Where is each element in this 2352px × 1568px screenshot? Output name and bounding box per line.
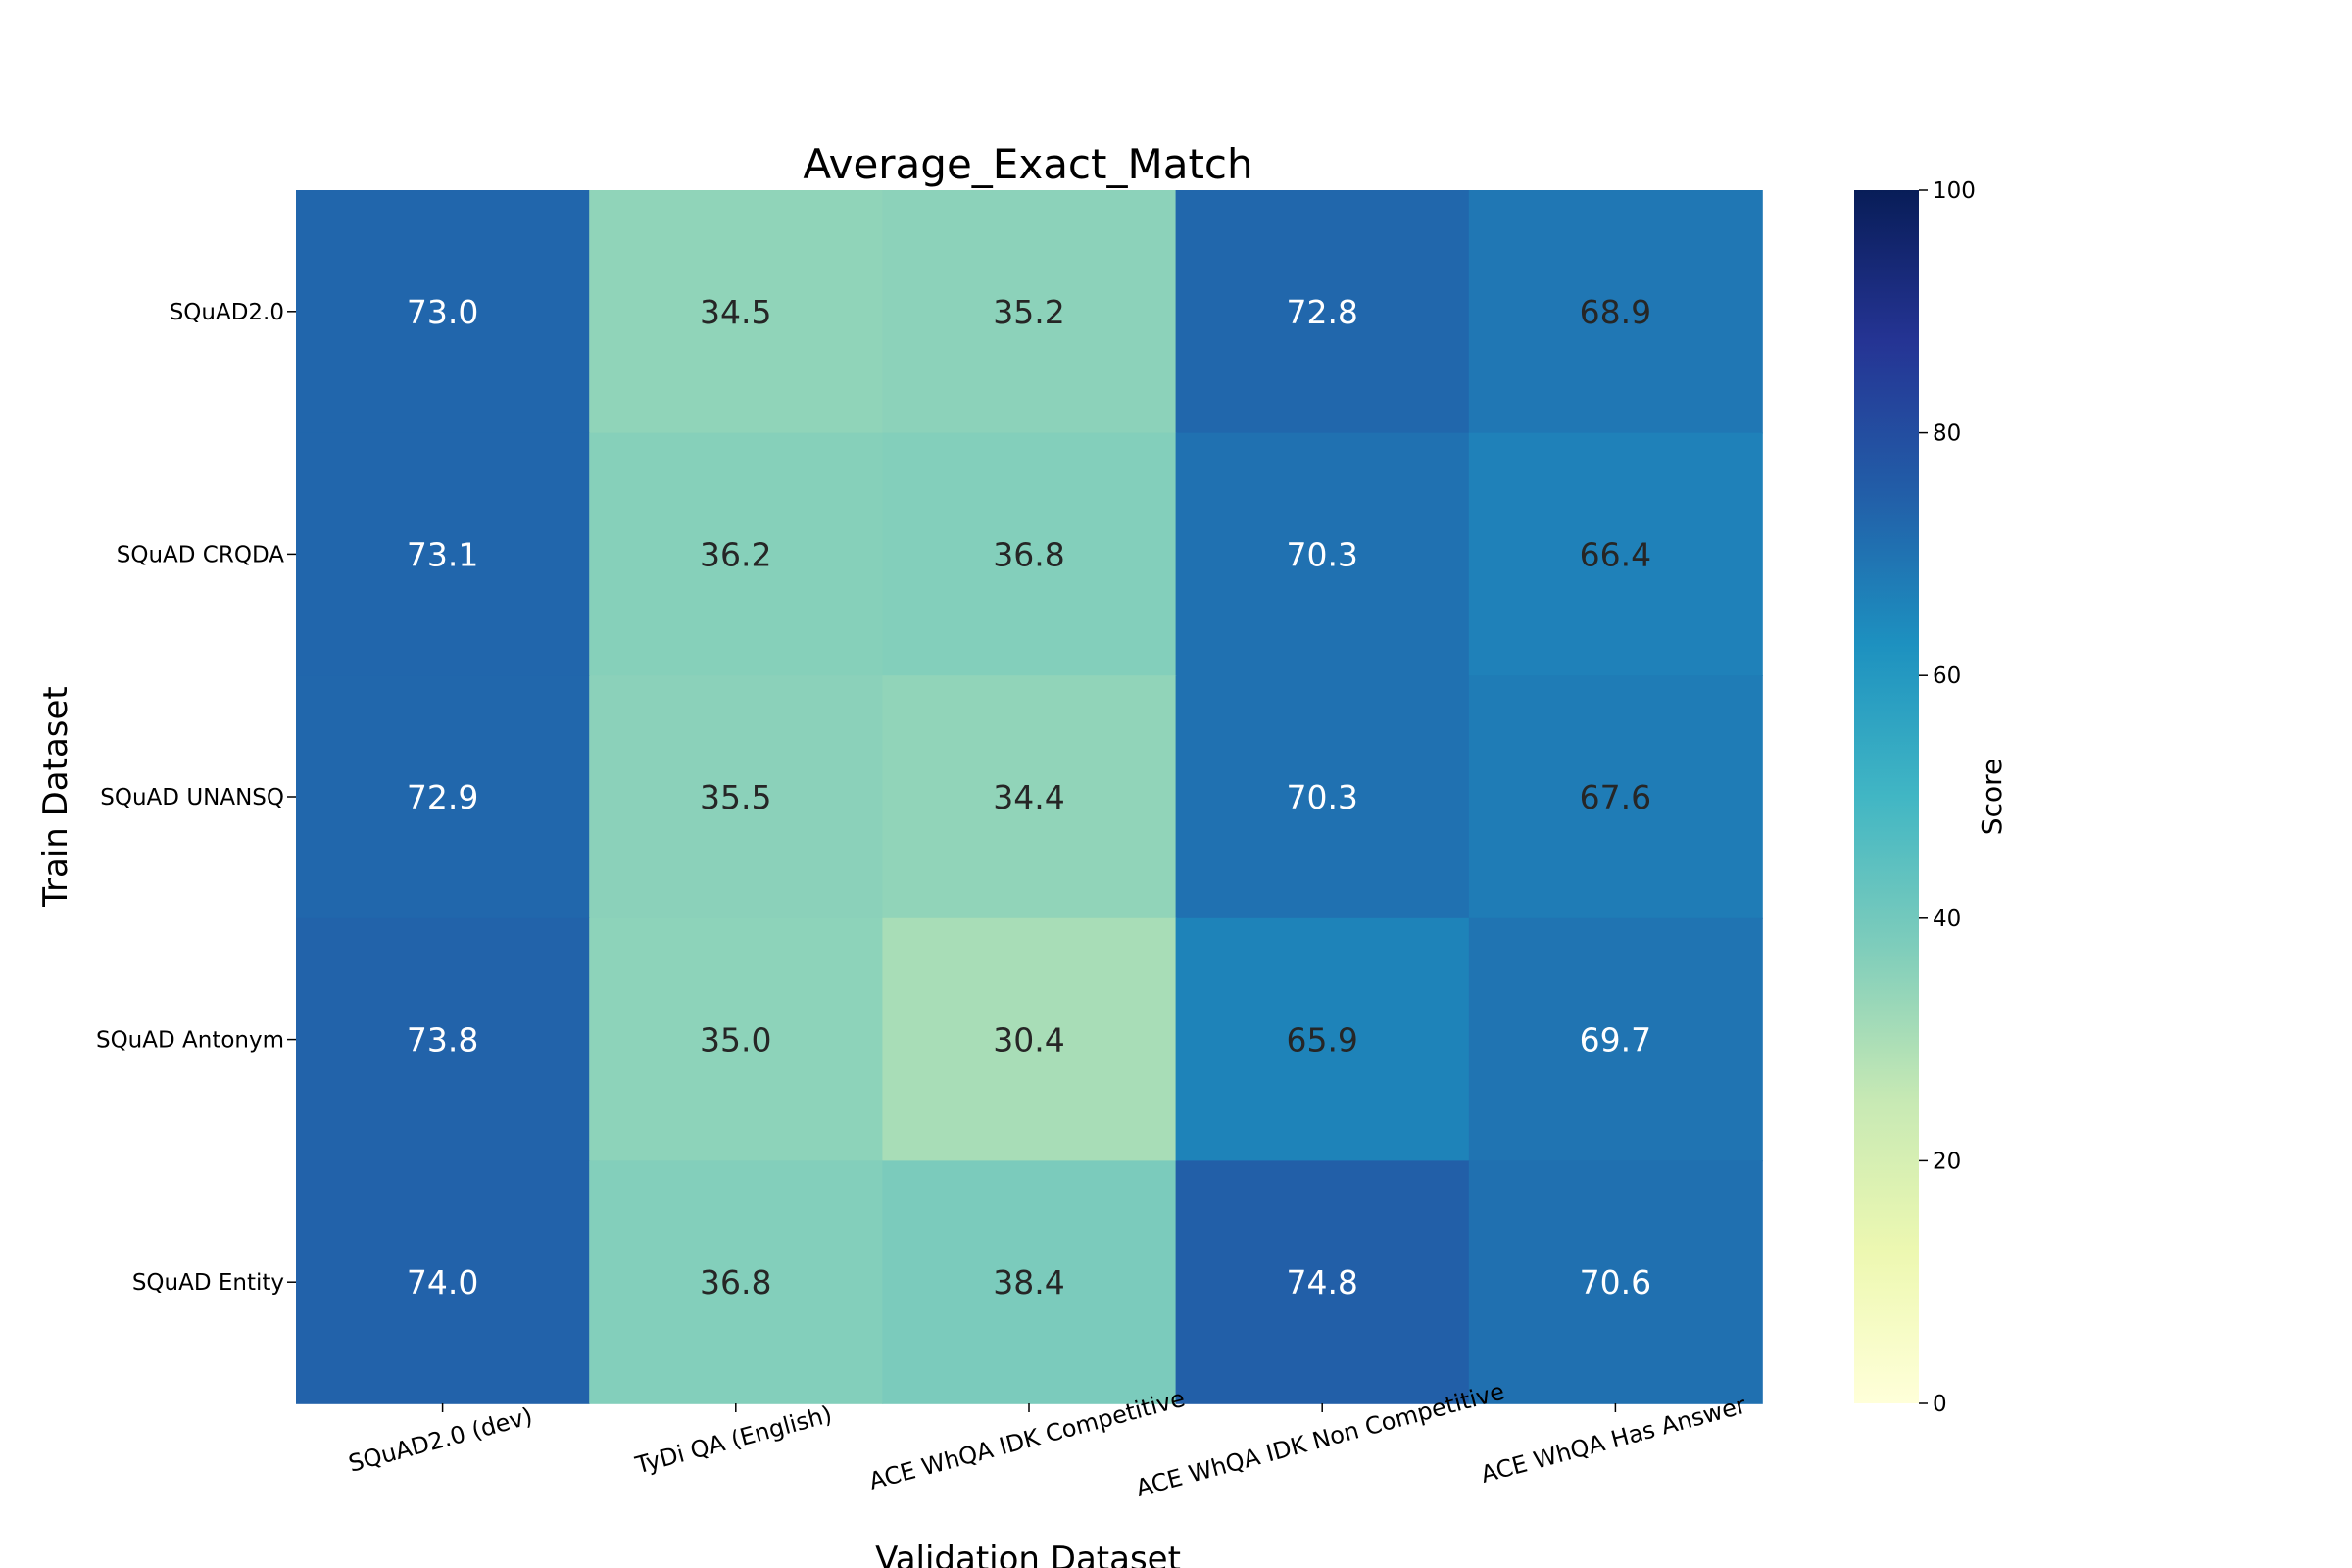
heatmap-cell: [1468, 675, 1763, 919]
cell-value-label: 35.2: [993, 293, 1064, 331]
cell-value-label: 72.9: [407, 778, 478, 816]
cell-value-label: 34.5: [700, 293, 771, 331]
y-axis-ticks: SQuAD2.0 SQuAD CRQDA SQuAD UNANSQ SQuAD Ant…: [96, 300, 296, 1296]
y-tick-label: SQuAD CRQDA: [117, 542, 284, 567]
colorbar-tick-label: 40: [1933, 906, 1961, 932]
heatmap-cell: [882, 432, 1177, 676]
cell-value-label: 36.8: [700, 1263, 771, 1301]
heatmap-cell: [1468, 917, 1763, 1162]
heatmap-cell: [296, 675, 590, 919]
heatmap-cells: [296, 190, 1763, 1404]
heatmap-cell: [882, 917, 1177, 1162]
heatmap-cell: [589, 190, 884, 434]
cell-value-label: 65.9: [1286, 1021, 1357, 1059]
heatmap-cell: [296, 190, 590, 434]
colorbar-tick-label: 80: [1933, 421, 1961, 447]
cell-value-label: 73.1: [407, 535, 478, 573]
y-tick-label: SQuAD UNANSQ: [100, 785, 284, 810]
heatmap-cell: [882, 1160, 1177, 1404]
heatmap-cell: [1468, 1160, 1763, 1404]
cell-value-label: 36.2: [700, 535, 771, 573]
heatmap-cell: [882, 675, 1177, 919]
y-tick-label: SQuAD2.0: [170, 300, 284, 325]
cell-value-label: 73.0: [407, 293, 478, 331]
chart-title: Average_Exact_Match: [803, 140, 1252, 188]
heatmap-cell: [296, 917, 590, 1162]
heatmap-cell: [589, 1160, 884, 1404]
heatmap-cell: [296, 1160, 590, 1404]
y-tick-label: SQuAD Entity: [132, 1270, 284, 1296]
colorbar-tick-label: 60: [1933, 663, 1961, 689]
x-tick-label: TyDi QA (English): [632, 1400, 835, 1480]
cell-value-label: 35.0: [700, 1021, 771, 1059]
cell-value-label: 38.4: [993, 1263, 1064, 1301]
heatmap-cell: [882, 190, 1177, 434]
colorbar-tick-label: 0: [1933, 1392, 1947, 1417]
heatmap-cell: [1175, 917, 1470, 1162]
heatmap-cell: [589, 432, 884, 676]
colorbar-label: Score: [1976, 759, 2008, 835]
colorbar-tick-label: 20: [1933, 1149, 1961, 1174]
x-axis-label: Validation Dataset: [875, 1540, 1181, 1568]
colorbar-ticks: 0 20 40 60 80 100: [1919, 178, 1976, 1417]
heatmap-cell: [589, 675, 884, 919]
y-axis-label: Train Dataset: [36, 686, 75, 908]
cell-value-label: 72.8: [1286, 293, 1357, 331]
y-tick-label: SQuAD Antonym: [96, 1028, 284, 1054]
cell-value-label: 74.8: [1286, 1263, 1357, 1301]
cell-value-label: 70.3: [1286, 535, 1357, 573]
cell-value-label: 70.6: [1580, 1263, 1651, 1301]
heatmap-cell-labels: 73.0 34.5 35.2 72.8 68.9 73.1 36.2 36.8 70.3 66.4…: [407, 293, 1651, 1301]
heatmap-cell: [1175, 190, 1470, 434]
heatmap-cell: [1175, 1160, 1470, 1404]
colorbar: [1854, 190, 1919, 1403]
cell-value-label: 36.8: [993, 535, 1064, 573]
x-tick-label: ACE WhQA Has Answer: [1478, 1392, 1749, 1489]
x-tick-label: SQuAD2.0 (dev): [346, 1402, 536, 1478]
cell-value-label: 69.7: [1580, 1021, 1651, 1059]
heatmap-cell: [1468, 190, 1763, 434]
cell-value-label: 74.0: [407, 1263, 478, 1301]
heatmap-cell: [1175, 432, 1470, 676]
cell-value-label: 68.9: [1580, 293, 1651, 331]
heatmap-cell: [589, 917, 884, 1162]
cell-value-label: 67.6: [1580, 778, 1651, 816]
cell-value-label: 35.5: [700, 778, 771, 816]
cell-value-label: 34.4: [993, 778, 1064, 816]
cell-value-label: 73.8: [407, 1021, 478, 1059]
cell-value-label: 66.4: [1580, 535, 1651, 573]
cell-value-label: 70.3: [1286, 778, 1357, 816]
heatmap-cell: [296, 432, 590, 676]
cell-value-label: 30.4: [993, 1021, 1064, 1059]
heatmap-cell: [1468, 432, 1763, 676]
heatmap-cell: [1175, 675, 1470, 919]
colorbar-tick-label: 100: [1933, 178, 1976, 204]
